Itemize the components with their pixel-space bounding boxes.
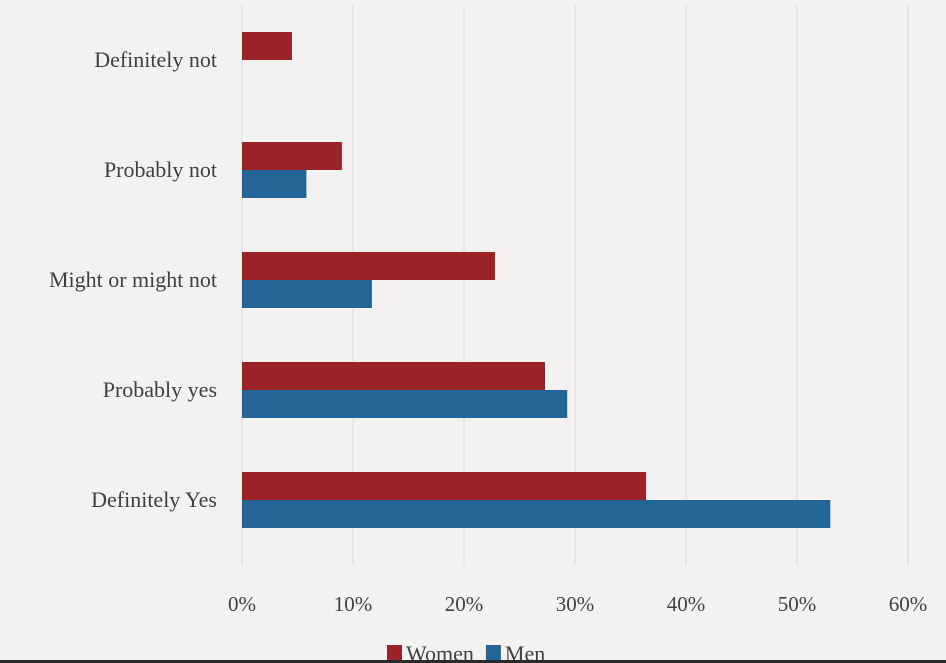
category-label: Definitely not: [94, 47, 217, 72]
x-tick-label: 30%: [556, 592, 595, 616]
legend-swatch-men: [485, 645, 501, 660]
x-tick-label: 50%: [778, 592, 817, 616]
bar-men-1: [242, 170, 307, 198]
x-tick-label: 10%: [334, 592, 373, 616]
bar-men-2: [242, 280, 372, 308]
bar-women-1: [242, 142, 342, 170]
category-labels: Definitely not Probably not Might or might…: [49, 47, 217, 512]
bar-men-4: [242, 500, 831, 528]
bar-men-3: [242, 390, 568, 418]
category-label: Probably not: [104, 157, 217, 182]
bar-women-2: [242, 252, 496, 280]
legend-label-men: Men: [505, 641, 545, 663]
bars: [242, 32, 831, 528]
x-tick-labels: 0% 10% 20% 30% 40% 50% 60%: [228, 592, 927, 616]
legend-label-women: Women: [406, 641, 474, 663]
bar-women-3: [242, 362, 546, 390]
category-label: Might or might not: [49, 267, 217, 292]
gridlines: [241, 5, 909, 565]
legend-swatch-women: [387, 645, 402, 660]
legend: Women Men: [387, 641, 545, 663]
x-tick-label: 60%: [889, 592, 928, 616]
bottom-divider: [0, 660, 946, 663]
category-label: Definitely Yes: [91, 487, 217, 512]
bar-women-0: [242, 32, 292, 60]
x-tick-label: 0%: [228, 592, 256, 616]
category-label: Probably yes: [103, 377, 217, 402]
x-tick-label: 40%: [667, 592, 706, 616]
x-tick-label: 20%: [445, 592, 484, 616]
bar-women-4: [242, 472, 647, 500]
